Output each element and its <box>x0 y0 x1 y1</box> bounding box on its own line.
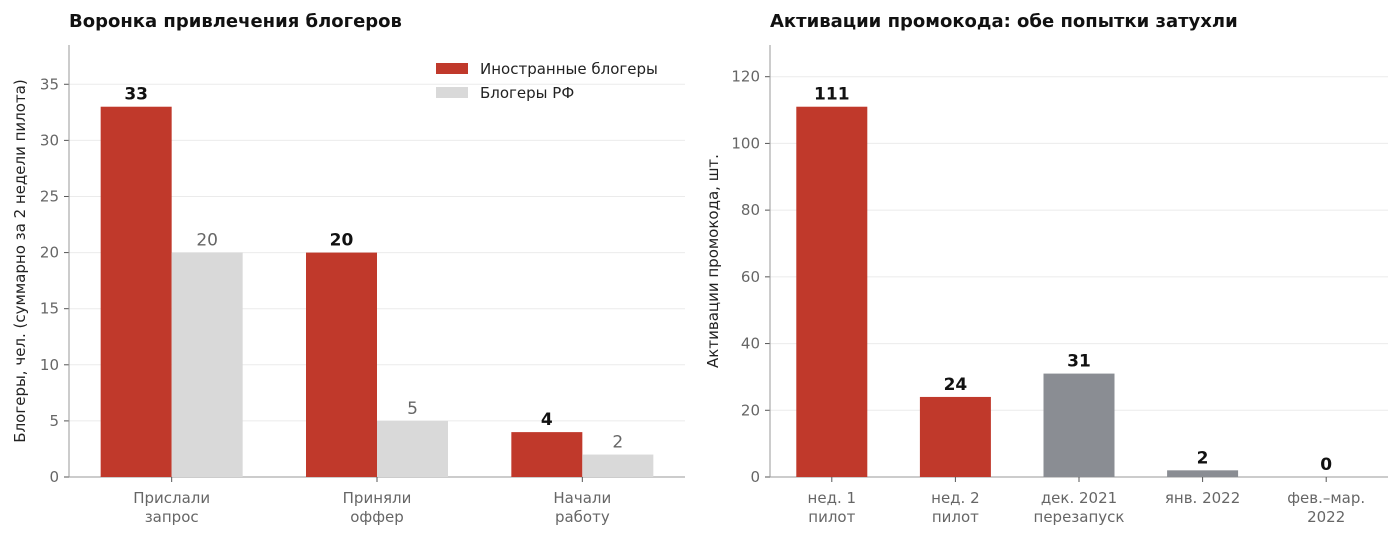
bar <box>796 106 868 477</box>
y-tick-label: 0 <box>49 468 59 486</box>
x-tick-label: перезапуск <box>1034 508 1125 526</box>
y-tick-label: 120 <box>731 68 760 86</box>
x-tick-label: Прислали <box>133 489 210 507</box>
y-tick-label: 60 <box>741 268 760 286</box>
y-axis-label: Блогеры, чел. (суммарно за 2 недели пило… <box>11 79 29 442</box>
data-label: 0 <box>1320 455 1332 475</box>
y-tick-label: 0 <box>750 468 760 486</box>
y-tick-label: 5 <box>49 412 59 430</box>
y-tick-label: 30 <box>40 131 59 149</box>
x-tick-label: дек. 2021 <box>1041 489 1117 507</box>
data-label: 4 <box>541 410 553 430</box>
legend-swatch <box>436 87 468 98</box>
legend-label: Иностранные блогеры <box>480 60 658 78</box>
x-tick-label: янв. 2022 <box>1165 489 1240 507</box>
legend-label: Блогеры РФ <box>480 84 574 102</box>
data-label: 24 <box>944 375 968 395</box>
chart-title: Воронка привлечения блогеров <box>69 11 402 32</box>
x-tick-label: нед. 2 <box>931 489 980 507</box>
y-tick-label: 25 <box>40 187 59 205</box>
x-tick-label: Приняли <box>343 489 412 507</box>
x-tick-label: оффер <box>350 508 404 526</box>
bar <box>171 252 243 477</box>
data-label: 20 <box>196 231 218 251</box>
x-tick-label: Начали <box>553 489 611 507</box>
y-tick-label: 10 <box>40 356 59 374</box>
bar <box>511 432 583 477</box>
y-tick-label: 35 <box>40 75 59 93</box>
data-label: 33 <box>124 85 148 105</box>
legend-swatch <box>436 63 468 74</box>
y-axis-label: Активации промокода, шт. <box>704 154 722 368</box>
x-tick-label: фев.–мар. <box>1287 489 1365 507</box>
bar <box>1043 373 1115 477</box>
x-tick-label: 2022 <box>1307 508 1345 526</box>
bar <box>1167 470 1239 477</box>
bar <box>582 454 654 477</box>
data-label: 111 <box>814 85 850 105</box>
data-label: 2 <box>1197 448 1209 468</box>
bar <box>377 420 448 477</box>
bar <box>919 396 991 477</box>
y-tick-label: 15 <box>40 300 59 318</box>
x-tick-label: запрос <box>145 508 199 526</box>
x-tick-label: работу <box>555 508 610 526</box>
x-tick-label: пилот <box>808 508 855 526</box>
y-tick-label: 80 <box>741 201 760 219</box>
data-label: 31 <box>1067 352 1091 372</box>
y-tick-label: 20 <box>40 244 59 262</box>
bar <box>100 106 172 477</box>
y-tick-label: 40 <box>741 335 760 353</box>
x-tick-label: пилот <box>932 508 979 526</box>
data-label: 5 <box>407 399 418 419</box>
x-tick-label: нед. 1 <box>808 489 857 507</box>
chart-title: Активации промокода: обе попытки затухли <box>770 11 1238 32</box>
y-tick-label: 100 <box>731 134 760 152</box>
data-label: 20 <box>330 231 354 251</box>
y-tick-label: 20 <box>741 401 760 419</box>
data-label: 2 <box>612 433 623 453</box>
bar <box>306 252 377 477</box>
